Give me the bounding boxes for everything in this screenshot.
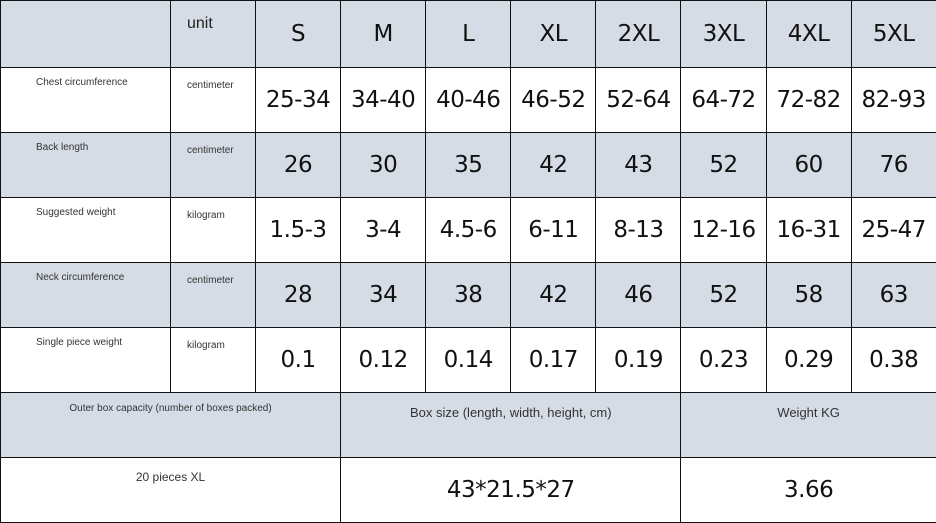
value-cell: 38	[426, 263, 511, 328]
value-cell: 0.17	[511, 328, 596, 393]
value-cell: 8-13	[596, 198, 681, 263]
value-cell: 26	[256, 133, 341, 198]
row-label: Suggested weight	[1, 198, 171, 263]
capacity-value: 20 pieces XL	[1, 458, 341, 523]
row-label: Chest circumference	[1, 68, 171, 133]
value-cell: 0.29	[766, 328, 851, 393]
row-unit: kilogram	[171, 198, 256, 263]
value-cell: 72-82	[766, 68, 851, 133]
size-header-m: M	[341, 1, 426, 68]
value-cell: 0.38	[851, 328, 936, 393]
size-header-s: S	[256, 1, 341, 68]
value-cell: 0.19	[596, 328, 681, 393]
size-header-2xl: 2XL	[596, 1, 681, 68]
size-header-5xl: 5XL	[851, 1, 936, 68]
value-cell: 58	[766, 263, 851, 328]
value-cell: 30	[341, 133, 426, 198]
value-cell: 42	[511, 263, 596, 328]
value-cell: 43	[596, 133, 681, 198]
size-header-3xl: 3XL	[681, 1, 766, 68]
value-cell: 63	[851, 263, 936, 328]
weight-value: 3.66	[681, 458, 936, 523]
row-label: Back length	[1, 133, 171, 198]
value-cell: 52	[681, 133, 766, 198]
value-cell: 46-52	[511, 68, 596, 133]
value-cell: 60	[766, 133, 851, 198]
row-unit: centimeter	[171, 133, 256, 198]
row-label: Neck circumference	[1, 263, 171, 328]
capacity-label: Outer box capacity (number of boxes pack…	[1, 393, 341, 458]
value-cell: 25-47	[851, 198, 936, 263]
value-cell: 76	[851, 133, 936, 198]
value-cell: 28	[256, 263, 341, 328]
unit-header: unit	[171, 1, 256, 68]
value-cell: 4.5-6	[426, 198, 511, 263]
value-cell: 82-93	[851, 68, 936, 133]
value-cell: 52	[681, 263, 766, 328]
value-cell: 6-11	[511, 198, 596, 263]
empty-header-cell	[1, 1, 171, 68]
value-cell: 0.14	[426, 328, 511, 393]
row-unit: kilogram	[171, 328, 256, 393]
size-header-xl: XL	[511, 1, 596, 68]
row-unit: centimeter	[171, 263, 256, 328]
value-cell: 34	[341, 263, 426, 328]
weight-label: Weight KG	[681, 393, 936, 458]
value-cell: 42	[511, 133, 596, 198]
value-cell: 40-46	[426, 68, 511, 133]
row-label: Single piece weight	[1, 328, 171, 393]
value-cell: 1.5-3	[256, 198, 341, 263]
value-cell: 16-31	[766, 198, 851, 263]
box-size-label: Box size (length, width, height, cm)	[341, 393, 681, 458]
value-cell: 64-72	[681, 68, 766, 133]
value-cell: 12-16	[681, 198, 766, 263]
box-size-value: 43*21.5*27	[341, 458, 681, 523]
size-header-4xl: 4XL	[766, 1, 851, 68]
value-cell: 0.23	[681, 328, 766, 393]
packing-header-row: Outer box capacity (number of boxes pack…	[1, 393, 936, 458]
value-cell: 52-64	[596, 68, 681, 133]
value-cell: 34-40	[341, 68, 426, 133]
value-cell: 0.1	[256, 328, 341, 393]
value-cell: 46	[596, 263, 681, 328]
value-cell: 0.12	[341, 328, 426, 393]
size-header-l: L	[426, 1, 511, 68]
value-cell: 25-34	[256, 68, 341, 133]
value-cell: 3-4	[341, 198, 426, 263]
row-unit: centimeter	[171, 68, 256, 133]
value-cell: 35	[426, 133, 511, 198]
